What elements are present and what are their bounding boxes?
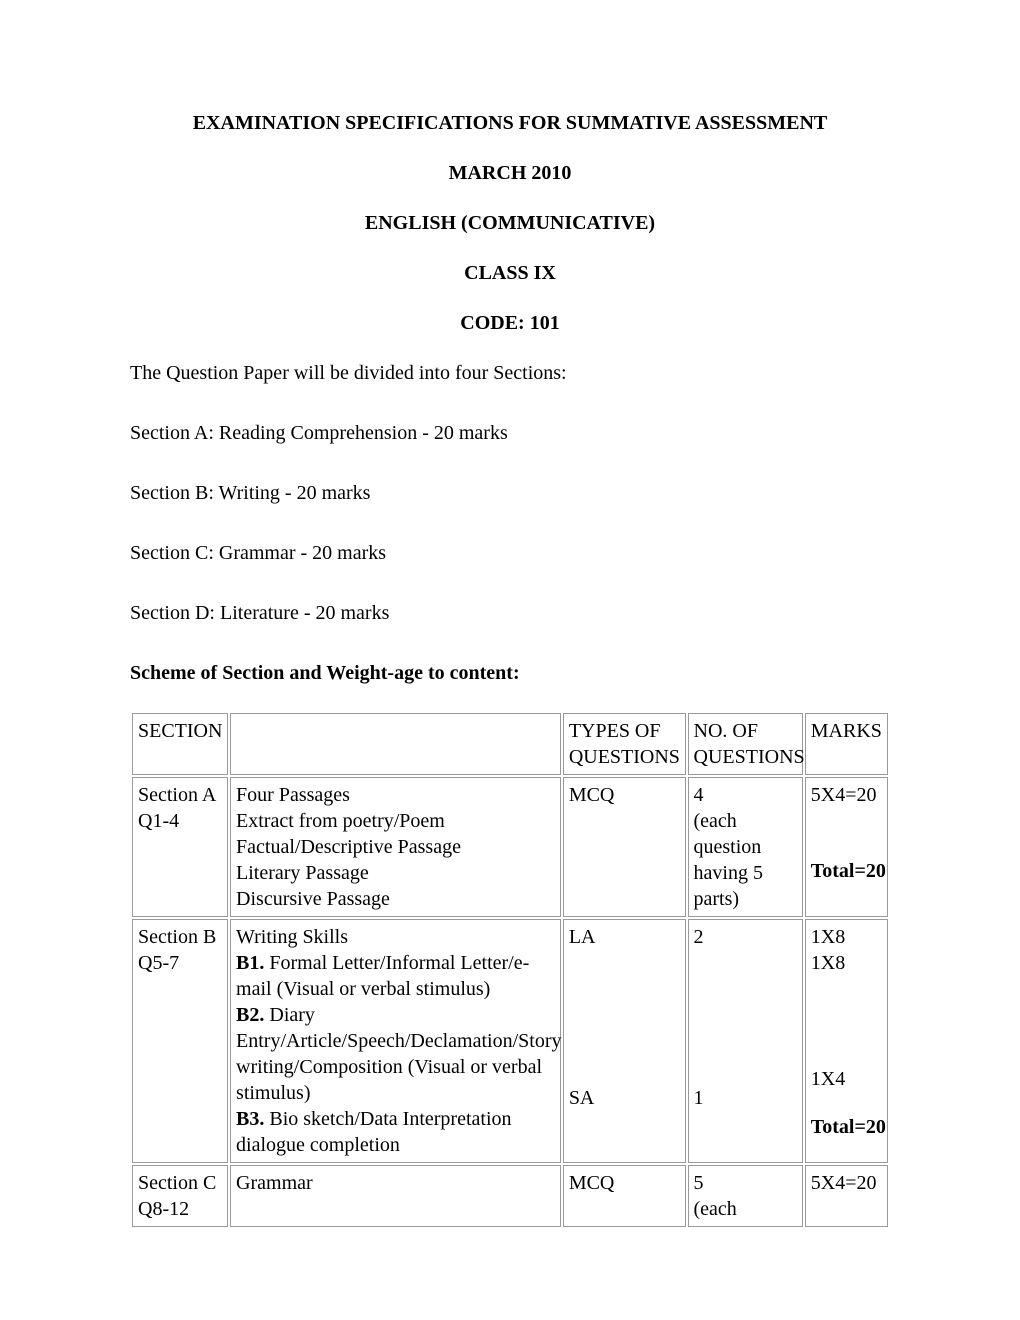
b-marks-l2: 1X8 [811, 950, 882, 976]
cell-b-section: Section B Q5-7 [132, 919, 228, 1163]
header-types: TYPES OF QUESTIONS [563, 713, 686, 775]
b2-text: Diary Entry/Article/Speech/Declamation/S… [236, 1004, 561, 1104]
table-row-c: Section C Q8-12 Grammar MCQ 5 (each 5X4=… [132, 1165, 888, 1227]
cell-b-marks: 1X8 1X8 1X4 Total=20 [805, 919, 888, 1163]
b1-label: B1. [236, 952, 264, 974]
c-section-l1: Section C [138, 1170, 222, 1196]
a-section-l2: Q1-4 [138, 808, 222, 834]
b-no-l2: 1 [694, 1085, 797, 1111]
spacer [811, 976, 882, 1066]
a-desc-l1: Four Passages [236, 782, 555, 808]
a-desc-l5: Discursive Passage [236, 886, 555, 912]
b3-label: B3. [236, 1108, 264, 1130]
title-line-4: CLASS IX [130, 260, 890, 286]
a-marks-total: Total=20 [811, 858, 882, 884]
header-desc [230, 713, 561, 775]
b-no-l1: 2 [694, 924, 797, 950]
cell-a-marks: 5X4=20 Total=20 [805, 777, 888, 917]
cell-c-no: 5 (each [688, 1165, 803, 1227]
b-section-l1: Section B [138, 924, 222, 950]
b-desc-b3: B3. Bio sketch/Data Interpretation dialo… [236, 1106, 555, 1158]
title-line-1: EXAMINATION SPECIFICATIONS FOR SUMMATIVE… [130, 110, 890, 136]
section-a-line: Section A: Reading Comprehension - 20 ma… [130, 420, 890, 446]
title-line-3: ENGLISH (COMMUNICATIVE) [130, 210, 890, 236]
cell-b-no: 2 1 [688, 919, 803, 1163]
b-marks-total: Total=20 [811, 1114, 882, 1140]
a-section-l1: Section A [138, 782, 222, 808]
b1-text: Formal Letter/Informal Letter/e-mail (Vi… [236, 952, 529, 1000]
section-d-line: Section D: Literature - 20 marks [130, 600, 890, 626]
a-desc-l2: Extract from poetry/Poem [236, 808, 555, 834]
b-section-l2: Q5-7 [138, 950, 222, 976]
b-marks-l1: 1X8 [811, 924, 882, 950]
section-c-line: Section C: Grammar - 20 marks [130, 540, 890, 566]
a-marks-l1: 5X4=20 [811, 782, 882, 808]
a-no-l1: 4 [694, 782, 797, 808]
cell-b-desc: Writing Skills B1. Formal Letter/Informa… [230, 919, 561, 1163]
b-types-l1: LA [569, 924, 680, 950]
cell-c-types: MCQ [563, 1165, 686, 1227]
table-row-b: Section B Q5-7 Writing Skills B1. Formal… [132, 919, 888, 1163]
title-line-2: MARCH 2010 [130, 160, 890, 186]
b-desc-b1: B1. Formal Letter/Informal Letter/e-mail… [236, 950, 555, 1002]
header-marks: MARKS [805, 713, 888, 775]
table-header-row: SECTION TYPES OF QUESTIONS NO. OF QUESTI… [132, 713, 888, 775]
b-desc-l1: Writing Skills [236, 924, 555, 950]
b-types-l2: SA [569, 1085, 680, 1111]
b-desc-b2: B2. Diary Entry/Article/Speech/Declamati… [236, 1002, 555, 1106]
header-no: NO. OF QUESTIONS [688, 713, 803, 775]
cell-a-types: MCQ [563, 777, 686, 917]
cell-a-no: 4 (each question having 5 parts) [688, 777, 803, 917]
c-no-l2: (each [694, 1196, 797, 1222]
spacer [694, 950, 797, 1085]
a-no-l2: (each question having 5 parts) [694, 808, 797, 912]
spacer [569, 950, 680, 1085]
cell-b-types: LA SA [563, 919, 686, 1163]
scheme-table: SECTION TYPES OF QUESTIONS NO. OF QUESTI… [130, 711, 890, 1229]
cell-c-section: Section C Q8-12 [132, 1165, 228, 1227]
table-row-a: Section A Q1-4 Four Passages Extract fro… [132, 777, 888, 917]
cell-c-marks: 5X4=20 [805, 1165, 888, 1227]
a-desc-l4: Literary Passage [236, 860, 555, 886]
b2-label: B2. [236, 1004, 264, 1026]
scheme-heading-text: Scheme of Section and Weight-age to cont… [130, 662, 513, 684]
b3-text: Bio sketch/Data Interpretation dialogue … [236, 1108, 511, 1156]
title-line-5: CODE: 101 [130, 310, 890, 336]
section-b-line: Section B: Writing - 20 marks [130, 480, 890, 506]
cell-a-desc: Four Passages Extract from poetry/Poem F… [230, 777, 561, 917]
a-desc-l3: Factual/Descriptive Passage [236, 834, 555, 860]
cell-a-section: Section A Q1-4 [132, 777, 228, 917]
c-no-l1: 5 [694, 1170, 797, 1196]
scheme-heading: Scheme of Section and Weight-age to cont… [130, 660, 890, 686]
cell-c-desc: Grammar [230, 1165, 561, 1227]
c-section-l2: Q8-12 [138, 1196, 222, 1222]
intro-text: The Question Paper will be divided into … [130, 360, 890, 386]
header-section: SECTION [132, 713, 228, 775]
b-marks-l3: 1X4 [811, 1066, 882, 1092]
